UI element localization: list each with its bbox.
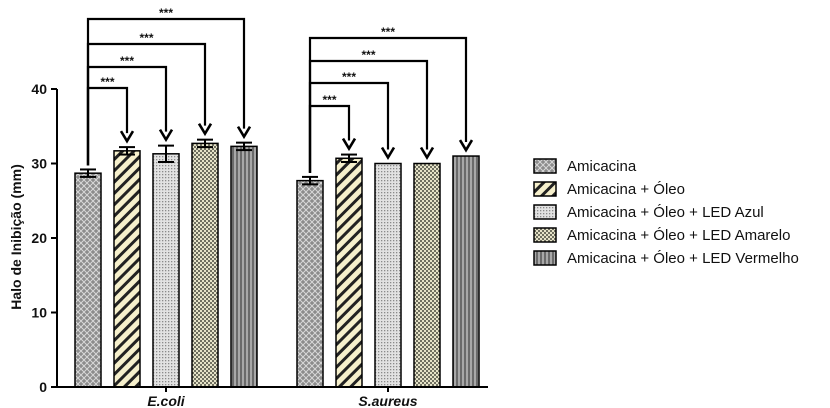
significance-brackets: *** *** *** *** *** *** *** ***	[86, 6, 474, 173]
y-tick-label: 30	[31, 156, 47, 172]
significance-arrow	[458, 139, 474, 153]
significance-arrow	[197, 122, 213, 137]
significance-bracket	[308, 36, 468, 173]
legend-swatch	[533, 250, 557, 266]
significance-arrow	[158, 128, 174, 143]
bar	[452, 155, 480, 388]
legend-swatch	[533, 181, 557, 197]
bar	[335, 157, 363, 388]
y-tick-label: 20	[31, 230, 47, 246]
legend-label: Amicacina + Óleo + LED Azul	[567, 204, 764, 221]
significance-label: ***	[361, 48, 375, 62]
legend-swatch	[533, 158, 557, 174]
significance-label: ***	[381, 25, 395, 39]
x-axis-labels: E.coli S.aureus	[147, 387, 418, 408]
bar	[230, 145, 258, 388]
y-tick-label: 0	[39, 379, 47, 395]
significance-bracket	[86, 42, 207, 166]
legend-swatch	[533, 227, 557, 243]
significance-label: ***	[100, 75, 114, 89]
bar	[74, 172, 102, 388]
bar	[296, 179, 324, 388]
y-axis-label: Halo de Inibição (mm)	[8, 164, 24, 309]
significance-label: ***	[120, 54, 134, 68]
bar	[374, 162, 402, 388]
legend-label: Amicacina + Óleo	[567, 181, 685, 198]
legend-label: Amicacina + Óleo + LED Vermelho	[567, 250, 799, 267]
bar	[191, 142, 219, 388]
significance-arrow	[419, 146, 435, 161]
significance-bracket	[86, 17, 246, 166]
bars-group	[74, 138, 480, 388]
bar	[152, 153, 180, 388]
significance-arrow	[380, 146, 396, 161]
significance-label: ***	[342, 70, 356, 84]
legend-swatch	[533, 204, 557, 220]
significance-bracket	[308, 59, 429, 173]
legend-label: Amicacina	[567, 158, 637, 175]
y-axis: 0 10 20 30 40	[31, 81, 488, 395]
significance-arrow	[236, 125, 252, 140]
significance-arrow	[119, 130, 135, 144]
significance-label: ***	[159, 6, 173, 20]
bar	[113, 150, 141, 388]
significance-arrow	[341, 137, 357, 152]
x-category-label: E.coli	[147, 393, 185, 408]
significance-label: ***	[322, 93, 336, 107]
significance-label: ***	[139, 31, 153, 45]
bar	[413, 162, 441, 388]
legend: Amicacina Amicacina + Óleo Amicacina + Óle…	[533, 158, 799, 267]
legend-label: Amicacina + Óleo + LED Amarelo	[567, 227, 790, 244]
y-tick-label: 40	[31, 81, 47, 97]
x-category-label: S.aureus	[358, 393, 417, 408]
y-tick-label: 10	[31, 305, 47, 321]
